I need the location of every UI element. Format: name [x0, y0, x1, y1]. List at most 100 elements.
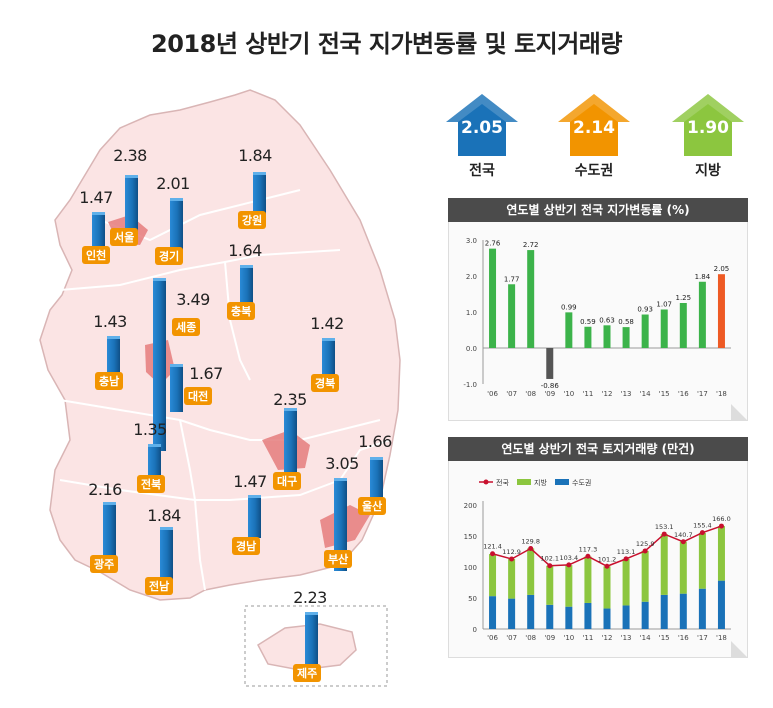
page-fold [731, 641, 747, 657]
x-tick-label: '14 [640, 634, 651, 642]
line-point [528, 546, 534, 552]
rate-chart-panel: 연도별 상반기 전국 지가변동률 (%) 3.0 2.0 1.0 0.0 -1.0 2.7… [448, 198, 748, 421]
line-point [699, 530, 705, 536]
region-label-jeonnam: 전남 [145, 577, 174, 595]
data-label: 1.07 [656, 300, 672, 308]
region-label-seoul: 서울 [110, 228, 139, 246]
volume-chart-panel: 연도별 상반기 전국 토지거래량 (만건) 전국 지방 수도권 200 150 100 50… [448, 437, 748, 658]
data-label: 1.77 [504, 275, 520, 283]
legend-marker [483, 479, 489, 485]
y-tick-label: 50 [468, 595, 477, 603]
region-label-gyeongbuk: 경북 [311, 374, 340, 392]
up-arrow-icon [672, 94, 744, 156]
data-label: -0.86 [541, 382, 560, 390]
data-label: 2.05 [714, 265, 730, 273]
x-tick-label: '17 [697, 390, 708, 398]
region-bar-seoul [125, 175, 138, 242]
x-tick-label: '08 [525, 390, 536, 398]
y-tick-label: 2.0 [466, 273, 477, 281]
bar-local [622, 558, 630, 606]
up-arrow-icon [558, 94, 630, 156]
region-label-chungnam: 충남 [95, 372, 124, 390]
legend-label: 지방 [534, 478, 547, 487]
x-tick-label: '15 [659, 390, 670, 398]
line-point [661, 531, 667, 537]
bar [508, 284, 516, 348]
region-bar-gyeongbuk [322, 338, 335, 379]
bar-local [565, 565, 573, 607]
y-tick-label: 150 [464, 533, 477, 541]
line-point [566, 562, 572, 568]
line-point [490, 551, 496, 557]
legend-label: 수도권 [572, 479, 591, 487]
line-point [604, 563, 610, 569]
region-value-jeju: 2.23 [293, 588, 327, 607]
bar-capital [698, 588, 706, 629]
line-point [547, 563, 553, 569]
summary-arrow-1: 2.14 [556, 92, 632, 162]
rate-chart-title: 연도별 상반기 전국 지가변동률 (%) [448, 198, 748, 222]
region-bar-busan [334, 478, 347, 571]
x-tick-label: '13 [621, 390, 632, 398]
x-tick-label: '16 [678, 634, 689, 642]
bar-capital [603, 608, 611, 629]
data-label: 103.4 [560, 554, 579, 562]
bar-local [527, 548, 535, 595]
data-label: 125.9 [636, 540, 655, 548]
y-tick-label: 100 [464, 564, 477, 572]
legend-swatch [555, 479, 569, 485]
bar-capital [527, 594, 535, 629]
y-tick-label: 0.0 [466, 345, 477, 353]
data-label: 2.76 [485, 240, 501, 248]
korea-map [39, 89, 401, 687]
region-label-gangwon: 강원 [238, 211, 267, 229]
x-tick-label: '07 [506, 634, 517, 642]
region-label-gwangju: 광주 [90, 555, 119, 573]
region-label-gyeongnam: 경남 [232, 537, 261, 555]
data-label: 0.59 [580, 318, 596, 326]
region-bar-daejeon [170, 364, 183, 412]
region-value-gyeongnam: 1.47 [233, 472, 267, 491]
region-bar-jeonbuk [148, 444, 161, 484]
bar-local [698, 532, 706, 589]
data-label: 112.9 [502, 548, 521, 556]
x-tick-label: '18 [716, 390, 727, 398]
line-point [642, 548, 648, 554]
region-value-jeonbuk: 1.35 [133, 420, 167, 439]
region-value-gyeongbuk: 1.42 [310, 314, 344, 333]
region-bar-jeonnam [160, 527, 173, 580]
bar-capital [546, 604, 554, 629]
region-bar-gyeonggi [170, 198, 183, 255]
region-bar-gyeongnam [248, 495, 261, 538]
page-title: 2018년 상반기 전국 지가변동률 및 토지거래량 [151, 30, 622, 58]
bar-capital [584, 602, 592, 629]
page-fold [731, 404, 747, 420]
x-tick-label: '11 [583, 634, 594, 642]
region-value-gyeonggi: 2.01 [156, 174, 190, 193]
legend-swatch [517, 479, 531, 485]
region-value-jeonnam: 1.84 [147, 506, 181, 525]
x-tick-label: '16 [678, 390, 689, 398]
bar-local [679, 541, 687, 594]
region-bar-jeju [305, 612, 318, 675]
bar-capital [622, 605, 630, 629]
x-tick-label: '10 [563, 390, 574, 398]
y-tick-label: -1.0 [463, 381, 477, 389]
summary-value: 1.90 [687, 118, 729, 138]
x-tick-label: '09 [544, 390, 555, 398]
region-bar-chungnam [107, 336, 120, 378]
data-label: 140.7 [674, 531, 693, 539]
bar-local [641, 550, 649, 602]
data-label: 0.99 [561, 303, 577, 311]
region-value-daegu: 2.35 [273, 390, 307, 409]
region-value-sejong: 3.49 [176, 290, 210, 309]
rate-chart: 3.0 2.0 1.0 0.0 -1.0 2.76 '06 1.77 '07 2.72 '08 -0.… [463, 237, 731, 398]
data-label: 129.8 [521, 538, 540, 546]
bar-capital [508, 598, 516, 629]
summary-arrow-2: 1.90 [670, 92, 746, 162]
y-tick-label: 0 [473, 626, 477, 634]
region-label-sejong: 세종 [172, 318, 201, 336]
bar-local [546, 565, 554, 605]
bar [584, 326, 592, 348]
bar-capital [679, 593, 687, 629]
